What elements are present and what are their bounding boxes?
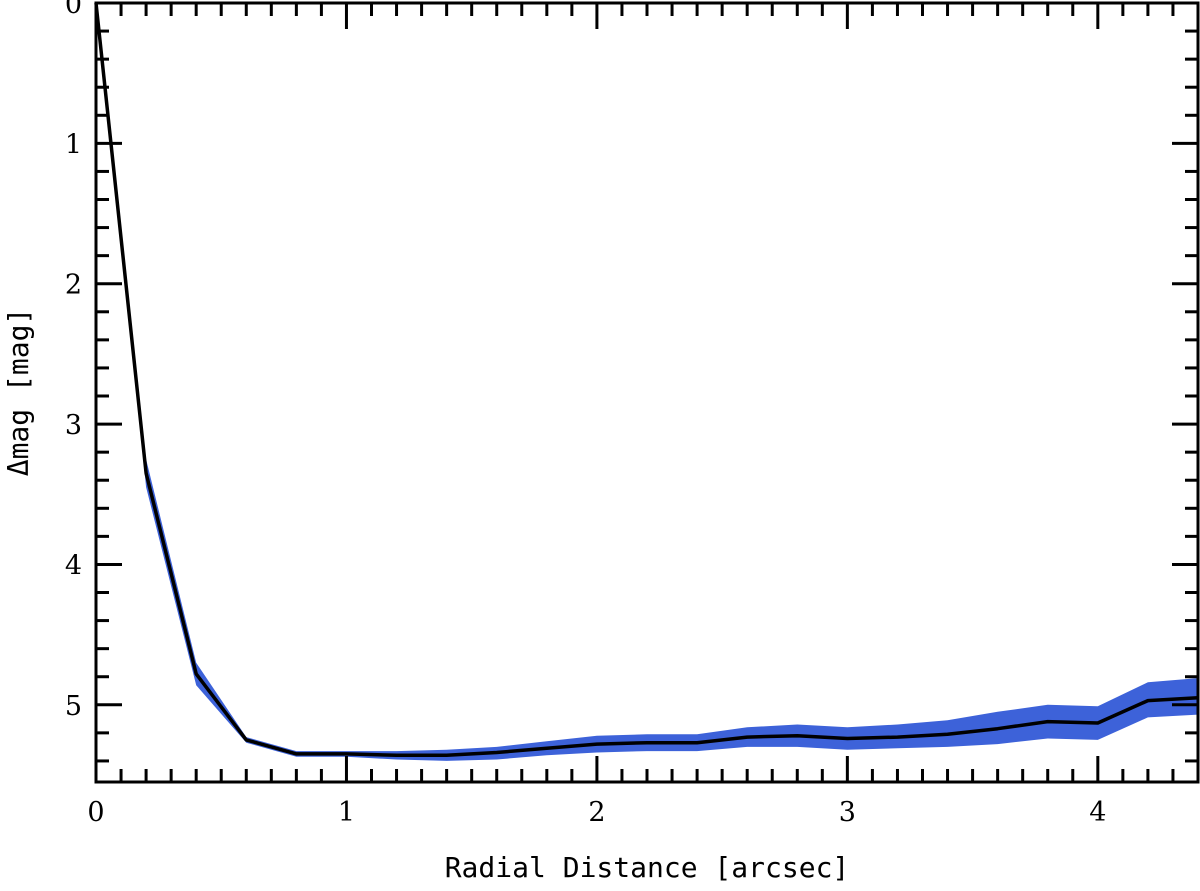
x-tick-label: 0 (87, 797, 104, 828)
uncertainty-band (96, 3, 1198, 761)
y-axis-label: Δmag [mag] (2, 308, 35, 477)
x-tick-label: 1 (338, 797, 355, 828)
tick-marks (94, 1, 1200, 782)
y-tick-label: 1 (65, 129, 82, 160)
confidence-band-layer (96, 3, 1198, 761)
y-tick-label: 2 (65, 270, 82, 301)
tick-labels: 0 1 2 3 4 0 1 2 3 4 5 (65, 0, 1107, 828)
x-tick-label: 3 (839, 797, 856, 828)
y-tick-label: 3 (65, 410, 82, 441)
x-tick-label: 4 (1089, 797, 1106, 828)
y-tick-label: 5 (65, 691, 82, 722)
x-axis-label: Radial Distance [arcsec] (445, 851, 850, 884)
x-tick-label: 2 (588, 797, 605, 828)
y-tick-label: 4 (65, 550, 82, 581)
y-tick-label: 0 (65, 0, 82, 20)
plot-frame (94, 1, 1200, 784)
contrast-curve-line (94, 2, 1199, 758)
contrast-curve-layer (94, 2, 1199, 758)
